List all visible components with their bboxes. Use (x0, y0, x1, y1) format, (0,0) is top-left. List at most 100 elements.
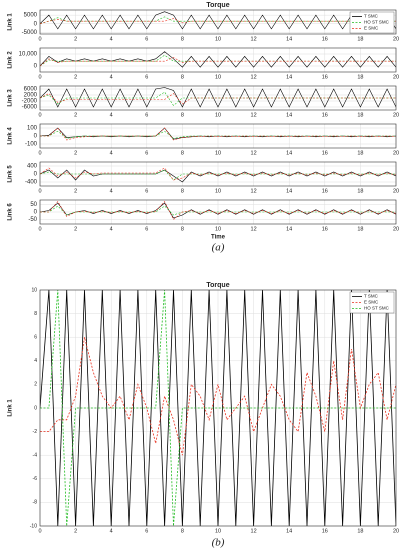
x-tick-label: 0 (38, 74, 41, 80)
x-tick-label: 14 (286, 74, 292, 80)
x-tick-label: 8 (181, 150, 184, 156)
x-tick-label: 10 (215, 528, 221, 534)
x-tick-label: 6 (145, 226, 148, 232)
plot-frame (39, 47, 397, 73)
x-tick-label: 20 (393, 528, 399, 534)
x-tick-label: 6 (145, 188, 148, 194)
y-axis-label: Link 3 (8, 89, 14, 107)
legend-box (349, 291, 395, 314)
legend-label: HO ST SMC (364, 20, 390, 25)
x-tick-label: 6 (145, 36, 148, 42)
x-tick-label: 2 (74, 528, 77, 534)
y-tick-label: 10,000 (19, 52, 38, 58)
x-tick-label: 2 (74, 188, 77, 194)
y-axis-label: Link 4 (8, 127, 14, 145)
y-axis-label: Link 5 (8, 165, 14, 183)
y-tick-label: -10 (30, 523, 37, 529)
series-line (40, 87, 396, 108)
x-tick-label: 18 (357, 528, 363, 534)
y-axis-label: Link 6 (8, 203, 14, 221)
x-tick-label: 10 (215, 226, 221, 232)
x-tick-label: 12 (251, 226, 257, 232)
x-tick-label: 4 (110, 150, 113, 156)
y-tick-label: 2000 (24, 93, 38, 99)
x-tick-label: 16 (322, 74, 328, 80)
x-tick-label: 14 (286, 36, 292, 42)
y-tick-label: 50 (30, 202, 37, 208)
plot-frame (39, 123, 397, 149)
x-tick-label: 8 (181, 74, 184, 80)
y-tick-label: 2 (34, 382, 37, 388)
series-line (40, 11, 396, 30)
y-tick-label: 0 (34, 21, 38, 27)
x-tick-label: 14 (286, 528, 292, 534)
x-tick-label: 0 (38, 112, 41, 118)
x-tick-label: 20 (393, 188, 399, 194)
series-line (40, 290, 396, 526)
chart-title: Torque (206, 282, 229, 289)
series-line (40, 337, 396, 456)
y-tick-label: 5000 (24, 13, 38, 19)
x-tick-label: 16 (322, 36, 328, 42)
x-tick-label: 12 (251, 188, 257, 194)
x-tick-label: 20 (393, 74, 399, 80)
y-axis-label: Link 2 (8, 51, 14, 69)
x-tick-label: 4 (110, 36, 113, 42)
x-tick-label: 16 (322, 188, 328, 194)
y-tick-label: -5000 (22, 30, 38, 36)
x-tick-label: 12 (251, 74, 257, 80)
x-tick-label: 2 (74, 36, 77, 42)
series-line (40, 127, 396, 141)
x-tick-label: 8 (181, 188, 184, 194)
legend-label: HO ST SMC (364, 306, 390, 311)
y-tick-label: 0 (34, 172, 38, 178)
x-tick-label: 16 (322, 226, 328, 232)
plot-frame (39, 289, 397, 527)
x-tick-label: 12 (251, 528, 257, 534)
y-tick-label: 0 (34, 210, 38, 216)
y-tick-label: -8 (33, 500, 38, 506)
y-tick-label: 8 (34, 311, 37, 317)
x-tick-label: 18 (357, 226, 363, 232)
x-tick-label: 10 (215, 36, 221, 42)
y-tick-label: -100 (25, 142, 38, 148)
x-tick-label: 0 (38, 150, 41, 156)
legend-label: T SMC (364, 14, 379, 19)
x-tick-label: 2 (74, 226, 77, 232)
series-line (40, 290, 396, 526)
y-tick-label: -50 (28, 217, 37, 223)
series-line (40, 18, 396, 24)
x-tick-label: 14 (286, 150, 292, 156)
x-tick-label: 18 (357, 188, 363, 194)
y-tick-label: 400 (27, 164, 38, 170)
legend-label: E SMC (364, 300, 379, 305)
y-axis-label: Link 1 (8, 13, 14, 31)
legend-label: E SMC (364, 26, 379, 31)
x-tick-label: 18 (357, 74, 363, 80)
x-tick-label: 18 (357, 112, 363, 118)
x-tick-label: 0 (38, 36, 41, 42)
x-tick-label: 10 (215, 112, 221, 118)
legend-label: T SMC (364, 294, 379, 299)
series-line (40, 93, 396, 105)
x-tick-label: 6 (145, 150, 148, 156)
x-tick-label: 2 (74, 74, 77, 80)
x-tick-label: 12 (251, 150, 257, 156)
x-tick-label: 20 (393, 150, 399, 156)
x-tick-label: 6 (145, 528, 148, 534)
x-tick-label: 8 (181, 528, 184, 534)
x-tick-label: 14 (286, 226, 292, 232)
plot-frame (39, 9, 397, 35)
x-tick-label: 0 (38, 528, 41, 534)
x-tick-label: 4 (110, 112, 113, 118)
series-line (40, 167, 396, 181)
x-tick-label: 8 (181, 36, 184, 42)
x-tick-label: 10 (215, 188, 221, 194)
x-tick-label: 2 (74, 112, 77, 118)
x-tick-label: 2 (74, 150, 77, 156)
plot-frame (39, 199, 397, 225)
y-tick-label: 0 (34, 134, 38, 140)
x-tick-label: 0 (38, 226, 41, 232)
x-tick-label: 20 (393, 36, 399, 42)
x-tick-label: 8 (181, 226, 184, 232)
